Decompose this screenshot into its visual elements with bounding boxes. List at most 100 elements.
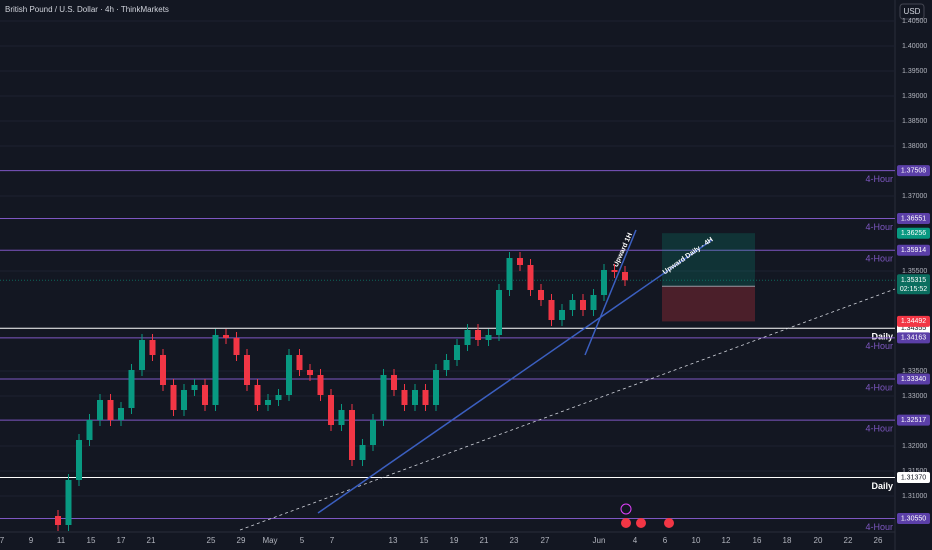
time-tick-label: 12 [722,536,731,545]
candle-body [559,310,565,320]
level-tag: Daily [871,332,893,342]
level-tag: 4-Hour [865,254,893,264]
candle-body [622,272,628,281]
price-tick-label: 1.32000 [902,443,927,450]
candle-body [233,338,240,355]
candle-body [548,300,555,320]
event-icons [620,503,674,528]
candle-body [317,375,324,395]
event-icon[interactable] [621,518,631,528]
dashed-trendline [239,288,896,531]
candle-body [569,300,576,310]
candle-body [527,265,534,290]
candle-body [338,410,345,425]
time-tick-label: 7 [330,536,335,545]
candle-body [517,258,523,265]
event-icon[interactable] [620,503,632,515]
level-badge-label: 1.32517 [901,417,926,424]
level-tag: 4-Hour [865,174,893,184]
countdown-label: 02:15:52 [900,286,927,293]
last-price-badge [897,274,930,295]
candle-body [86,420,93,440]
time-tick-label: 21 [147,536,156,545]
time-tick-label: 18 [783,536,792,545]
candle-body [580,300,586,310]
time-tick-label: 22 [844,536,853,545]
level-tag: 4-Hour [865,222,893,232]
price-tick-label: 1.33000 [902,393,927,400]
price-tick-label: 1.38000 [902,143,927,150]
candle-body [433,370,439,405]
candle-body [443,360,450,370]
candle-body [244,355,250,385]
candle-body [380,375,387,420]
time-tick-label: 9 [29,536,34,545]
time-tick-label: 17 [117,536,126,545]
time-tick-label: Jun [593,536,606,545]
candle-body [611,270,618,272]
level-badge [897,373,930,385]
time-tick-label: 27 [541,536,550,545]
candle-body [160,355,166,385]
level-tag: 4-Hour [865,424,893,434]
currency-button[interactable] [899,3,925,20]
candle-body [496,290,502,335]
time-tick-label: 25 [207,536,216,545]
candle-body [601,270,607,295]
level-tag: 4-Hour [865,341,893,351]
candle-body [181,390,187,410]
time-tick-label: 15 [420,536,429,545]
candle-body [349,410,355,460]
candle-body [475,330,481,340]
level-badge-label: 1.33340 [901,376,926,383]
candle-body [506,258,513,290]
price-tick-label: 1.33500 [902,368,927,375]
candle-body [149,340,156,355]
candle-body [328,395,334,425]
level-badge [897,165,930,177]
level-badge-label: 1.31370 [901,474,926,481]
level-badge-label: 1.37508 [901,167,926,174]
level-badge [897,414,930,426]
time-tick-label: 5 [300,536,305,545]
time-tick-label: 20 [814,536,823,545]
event-icon[interactable] [664,518,674,528]
candle-body [485,335,492,340]
level-badge-label: 1.35914 [901,247,926,254]
candle-body [590,295,597,310]
level-badge [897,472,930,483]
candle-body [65,480,72,525]
candle-body [191,385,198,390]
price-tick-label: 1.40000 [902,43,927,50]
candle-body [265,400,271,405]
candle-body [139,340,145,370]
stop-badge [897,315,930,327]
candle-body [107,400,114,420]
candle-body [254,385,261,405]
candle-body [464,330,471,345]
event-icon[interactable] [636,518,646,528]
level-badge-label: 1.30550 [901,515,926,522]
time-tick-label: 23 [510,536,519,545]
candle-body [76,440,82,480]
time-tick-label: 7 [0,536,5,545]
candle-body [401,390,408,405]
stop-badge-label: 1.34492 [901,318,926,325]
target-badge-label: 1.36256 [901,230,926,237]
time-tick-label: 11 [57,536,66,545]
price-tick-label: 1.38500 [902,118,927,125]
candle-body [202,385,208,405]
time-tick-label: 4 [633,536,638,545]
candle-body [275,395,282,400]
candle-body [538,290,544,300]
candle-body [97,400,103,420]
currency-label[interactable]: USD [904,7,921,16]
price-tick-label: 1.39500 [902,68,927,75]
price-tick-label: 1.35500 [902,268,927,275]
candle-body [391,375,397,390]
candle-body [359,445,366,460]
price-tick-label: 1.31500 [902,468,927,475]
